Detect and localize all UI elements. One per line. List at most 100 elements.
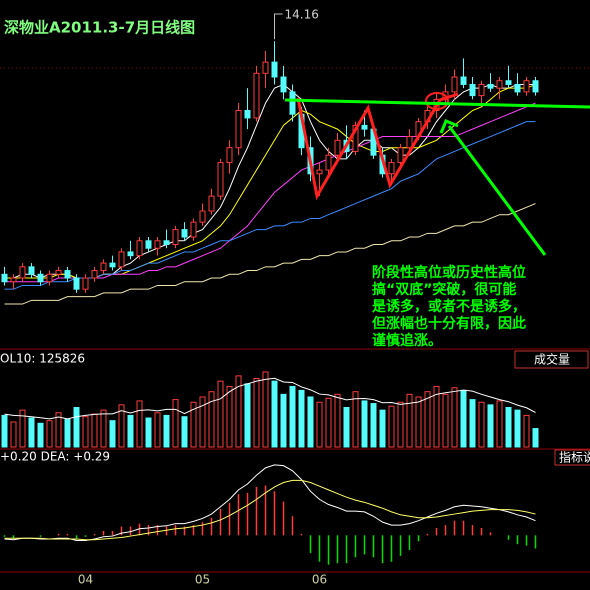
volume-bar [397,401,404,448]
volume-bar [352,391,359,448]
indicator-line [4,464,536,541]
volume-bar [487,404,494,448]
volume-bar [514,409,521,448]
candle-body [325,154,332,171]
annotation-text: 阶段性高位或历史性高位搞“双底”突破，很可能是诱多，或者不是诱多，但涨幅也十分有… [371,264,526,349]
volume-bar [496,400,503,448]
candle-body [100,262,107,272]
volume-bar [460,389,467,448]
green-level-line [284,98,590,109]
volume-bar [289,385,296,448]
volume-bar [226,385,233,448]
candle-body [271,61,278,78]
candle-body [460,76,467,85]
volume-button[interactable] [514,350,589,369]
volume-bar [118,404,125,448]
annotation-line: 搞“双底”突破，很可能 [372,281,516,298]
candle-body [352,124,359,152]
x-tick-label: 05 [195,573,210,587]
candle-body [82,277,89,290]
candle-body [118,251,125,268]
volume-bar [280,393,287,448]
candle-body [514,83,521,93]
indicator-line [4,479,536,541]
volume-bar [46,420,53,448]
volume-bar [100,409,107,448]
candle-body [523,80,530,93]
green-arrow [447,125,547,256]
volume-bar [433,385,440,448]
high-pointer [274,13,283,40]
annotation-line: 但涨幅也十分有限，因此 [371,315,526,332]
candle-body [469,83,476,97]
candle-body [145,240,152,249]
volume-bar [343,407,350,448]
candle-body [91,270,98,279]
volume-bar [136,400,143,448]
volume-bar [64,418,71,448]
red-zigzag [296,92,459,201]
green-arrowhead [439,119,459,134]
candle-body [37,273,44,283]
indicator-line [4,83,536,279]
indicator-button[interactable] [554,449,590,466]
candle-body [208,195,215,212]
volume-bar [370,403,377,448]
candle-body [172,229,179,246]
indicator-line [4,102,536,283]
volume-bar [235,375,242,448]
candle-body [532,80,539,93]
candle-body [451,76,458,93]
volume-bar [298,389,305,448]
volume-bar [145,417,152,448]
volume-bar [163,414,170,448]
candle-body [334,139,341,156]
candle-body [505,80,512,85]
candle-body [181,229,188,238]
indicator-button-label[interactable]: 指标说 [559,450,590,465]
macd-header: +0.20 DEA: +0.29 [0,450,110,464]
candle-body [10,277,17,283]
candle-body [253,72,260,119]
volume-bar [154,412,161,448]
volume-bar [478,401,485,448]
volume-bar [388,405,395,448]
volume-bar [523,414,530,448]
annotation-line: 是诱多，或者不是诱多， [372,298,526,315]
annotation-line: 谨慎追涨。 [372,332,442,349]
volume-bar [10,421,17,448]
candle-body [55,270,62,275]
volume-bar [316,401,323,448]
volume-bar [1,414,8,448]
volume-bar [127,414,134,448]
candle-body [316,169,323,175]
volume-bar [28,417,35,448]
candle-body [397,147,404,164]
candle-body [244,110,251,119]
volume-bar [406,393,413,448]
volume-bar [271,380,278,448]
volume-bar [379,409,386,448]
volume-bar [91,413,98,448]
volume-bar [451,387,458,448]
volume-bar [109,420,116,448]
candle-body [154,240,161,249]
candle-body [46,273,53,283]
volume-header: OL10: 125826 [0,352,85,366]
volume-bar [190,401,197,448]
annotation-line: 阶段性高位或历史性高位 [372,264,526,281]
volume-bar [424,391,431,448]
candle-body [64,270,71,279]
volume-bar [361,400,368,448]
candle-body [406,136,413,149]
volume-bar [262,371,269,448]
volume-bar [253,378,260,448]
volume-bar [172,399,179,448]
chart-title: 深物业A2011.3-7月日线图 [4,19,195,37]
volume-bar [334,393,341,448]
candle-body [136,240,143,257]
volume-button-label[interactable]: 成交量 [534,352,570,367]
indicator-line [4,203,536,305]
volume-bar [199,396,206,448]
